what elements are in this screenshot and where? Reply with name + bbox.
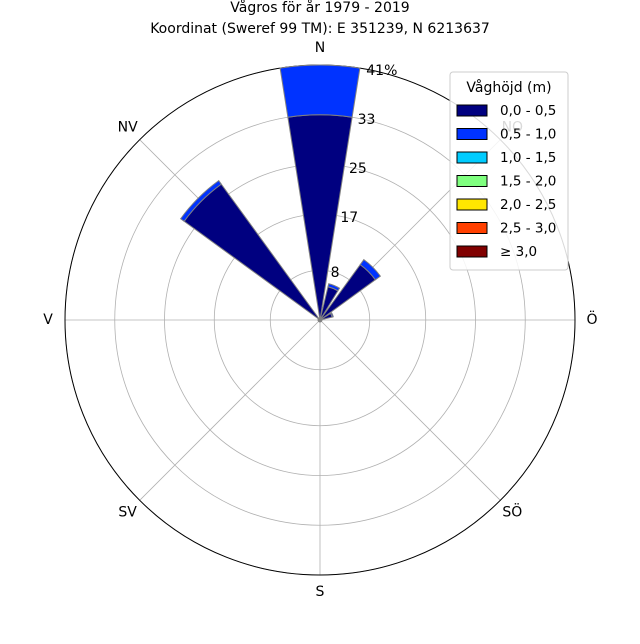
direction-label-se: SÖ xyxy=(502,502,522,520)
legend-swatch-5 xyxy=(456,222,488,234)
legend-title: Våghöjd (m) xyxy=(466,79,551,96)
bar-NNW-0 xyxy=(318,317,321,321)
chart-title: Vågros för år 1979 - 2019 xyxy=(230,0,409,16)
legend-swatch-1 xyxy=(456,128,488,140)
grid-spoke-3 xyxy=(319,319,501,501)
legend-label-1: 0,5 - 1,0 xyxy=(500,127,556,143)
radial-tick-label-2: 25 xyxy=(349,161,367,177)
bar-ENE-1 xyxy=(329,312,334,318)
legend-swatch-3 xyxy=(456,175,488,187)
bar-NNE-1 xyxy=(327,283,341,292)
direction-label-s: S xyxy=(316,584,325,600)
radial-tick-label-0: 8 xyxy=(331,265,340,281)
legend-label-5: 2,5 - 3,0 xyxy=(500,221,556,237)
legend-label-0: 0,0 - 0,5 xyxy=(500,103,556,119)
legend-label-3: 1,5 - 2,0 xyxy=(500,174,556,190)
radial-tick-label-3: 33 xyxy=(358,112,376,128)
legend-label-2: 1,0 - 1,5 xyxy=(500,150,556,166)
legend-box xyxy=(449,71,569,271)
direction-label-sw: SV xyxy=(118,504,137,520)
radial-ticks: 8 17 25 33 41% xyxy=(331,63,398,281)
direction-label-nw: NV xyxy=(118,120,138,136)
bars-layer xyxy=(179,64,382,323)
bar-NE-1 xyxy=(359,258,382,281)
legend-label-4: 2,0 - 2,5 xyxy=(500,197,556,213)
bar-NW-0 xyxy=(183,183,321,321)
direction-label-n: N xyxy=(315,40,325,56)
legend-swatch-6 xyxy=(456,245,488,258)
direction-label-e: Ö xyxy=(586,310,597,328)
radial-tick-label-1: 17 xyxy=(340,210,358,226)
legend-swatch-0 xyxy=(456,104,488,117)
legend-swatch-2 xyxy=(456,151,488,164)
grid-spoke-5 xyxy=(139,319,321,501)
legend: Våghöjd (m) 0,0 - 0,5 0,5 - 1,0 1,0 - 1,5 1,… xyxy=(449,71,569,271)
legend-swatch-4 xyxy=(456,198,488,211)
direction-label-w: V xyxy=(43,312,53,328)
chart-subtitle: Koordinat (Sweref 99 TM): E 351239, N 62… xyxy=(150,21,490,37)
bar-NW-1 xyxy=(179,179,222,222)
legend-label-6: ≥ 3,0 xyxy=(500,244,537,260)
bar-N-1 xyxy=(279,64,361,118)
radial-tick-label-4: 41% xyxy=(366,63,397,79)
